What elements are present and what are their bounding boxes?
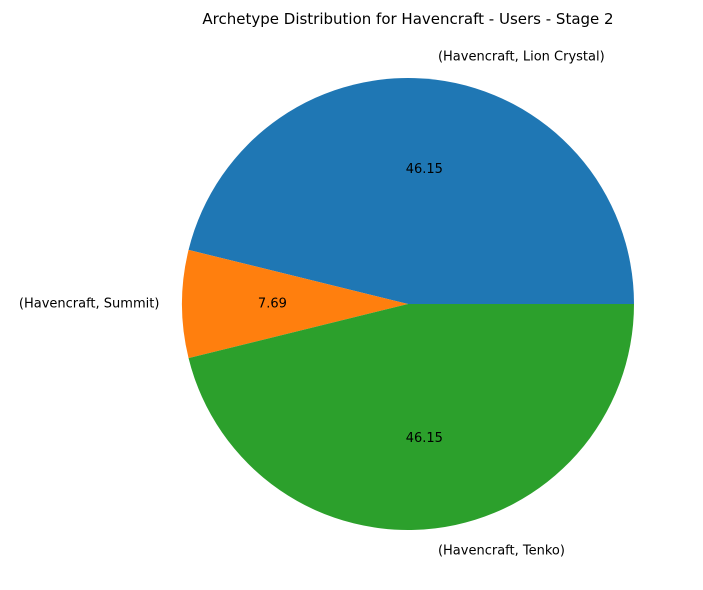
slice-category-label: (Havencraft, Lion Crystal) (438, 50, 605, 65)
slice-value-label: 46.15 (406, 431, 443, 446)
slice-category-labels: (Havencraft, Lion Crystal) (Havencraft, S… (19, 50, 605, 559)
pie-slice (188, 304, 635, 531)
pie-slices (182, 77, 635, 531)
chart-title: Archetype Distribution for Havencraft - … (202, 10, 613, 28)
pie-slice (182, 249, 408, 359)
slice-value-label: 7.69 (258, 297, 287, 312)
pie-slice (188, 77, 635, 304)
slice-category-label: (Havencraft, Summit) (19, 297, 160, 312)
slice-value-labels: 46.15 7.69 46.15 (258, 162, 443, 446)
slice-category-label: (Havencraft, Tenko) (438, 543, 565, 558)
slice-value-label: 46.15 (406, 162, 443, 177)
